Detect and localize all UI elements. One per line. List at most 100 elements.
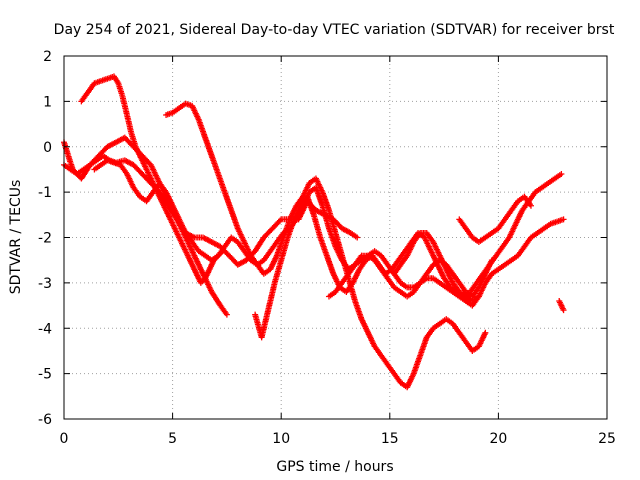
y-tick-label: -6 [38,412,52,428]
series-trace [261,249,273,262]
x-tick-label: 5 [168,431,177,447]
series-trace [163,208,173,221]
series-trace [438,281,448,290]
series-trace [522,236,533,249]
series-trace [444,285,455,294]
series-trace [137,154,147,167]
series-trace [431,276,442,285]
series-trace [509,199,520,212]
series-trace [503,208,514,221]
series-trace [411,354,423,376]
series-trace [542,222,552,231]
series-trace [422,236,434,253]
data-point [488,257,495,264]
series-trace [209,154,221,176]
series-trace [155,190,164,203]
series-trace [118,163,129,176]
series-trace [357,258,368,271]
series-trace [172,226,182,239]
series-trace [228,208,241,230]
series-trace [379,254,390,267]
series-trace [203,253,214,263]
series-trace [209,290,223,308]
series-8 [391,229,482,305]
series-trace [399,380,409,390]
series-trace [210,253,220,263]
series-trace [500,236,512,249]
series-trace [392,372,403,385]
series-1 [61,152,361,268]
series-trace [385,276,397,289]
series-trace [418,230,429,236]
series-trace [131,163,144,176]
series-trace [437,254,449,271]
grid-lines [64,56,607,419]
series-trace [319,204,332,230]
series-trace [313,177,325,194]
series-trace [176,236,186,249]
series-trace [218,304,229,317]
y-tick-label: -2 [38,231,52,247]
series-trace [326,226,338,249]
series-trace [308,185,318,194]
series-trace [468,281,479,294]
series-trace [292,204,303,221]
series-trace [352,299,364,321]
series-trace [526,190,538,203]
series-trace [192,254,206,276]
series-trace [418,272,429,285]
series-trace [105,140,118,149]
series-trace [157,181,168,194]
series-trace [242,249,253,262]
series-trace [62,163,72,172]
series-trace [235,240,247,253]
series-trace [270,217,283,231]
y-axis-label: SDTVAR / TECUs [8,180,24,295]
series-trace [470,285,481,298]
series-trace [268,240,279,253]
series-trace [556,299,564,308]
series-trace [471,344,481,353]
series-trace [438,317,448,326]
series-trace [350,267,362,285]
series-trace [112,160,122,168]
series-trace [229,235,240,244]
series-trace [411,281,423,294]
y-tick-label: 1 [43,94,52,110]
series-trace [146,172,156,185]
series-trace [183,236,197,258]
series-trace [390,258,401,271]
series-trace [123,158,136,168]
series-trace [285,217,297,239]
series-trace [457,331,468,344]
series-trace [494,245,505,258]
series-trace [88,154,101,167]
series-trace [540,181,550,190]
series-trace [338,285,348,294]
series-trace [268,254,280,271]
series-trace [274,236,286,258]
series-trace [294,195,305,208]
series-trace [282,226,292,235]
series-trace [471,235,481,244]
series-trace [101,154,111,163]
series-trace [522,195,533,208]
series-trace [222,190,234,212]
series-trace [189,263,199,276]
series-trace [484,231,494,240]
series-trace [202,136,215,158]
series-trace [457,294,468,303]
series-trace [360,252,370,259]
series-trace [196,118,208,140]
series-trace [534,185,544,194]
series-trace [111,74,121,85]
data-point [354,234,361,241]
series-trace [464,294,474,303]
series-trace [449,285,459,294]
series-trace [86,81,97,94]
series-trace [346,263,357,276]
series-trace [476,281,488,298]
series-trace [417,335,430,357]
series-trace [340,272,351,285]
